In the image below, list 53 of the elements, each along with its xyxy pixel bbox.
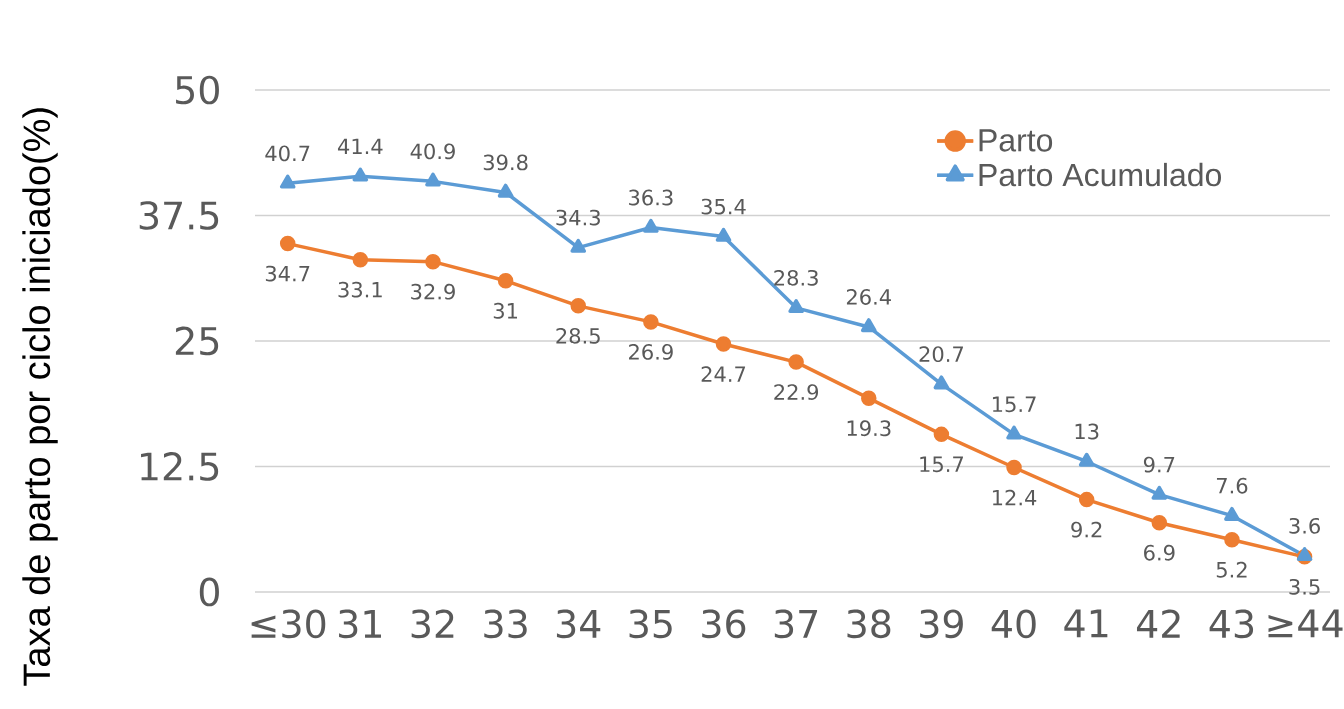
data-label: 24.7 [701, 366, 746, 382]
y-tick-label: 25 [175, 326, 219, 356]
data-label: 15.7 [920, 456, 963, 473]
data-label: 40.7 [265, 145, 310, 162]
x-tick-label: 35 [629, 609, 672, 639]
data-label: 12.4 [992, 489, 1037, 506]
data-label: 34.7 [265, 265, 310, 282]
legend-label: Parto [979, 129, 1053, 152]
data-label: 22.9 [774, 384, 819, 401]
data-label: 28.5 [556, 327, 600, 344]
x-tick-label: 34 [556, 609, 601, 639]
data-label: 35.4 [701, 198, 746, 215]
data-label: 5.2 [1216, 561, 1247, 578]
x-tick-label: 39 [920, 609, 963, 639]
data-label: 13 [1075, 423, 1099, 440]
x-tick-label: 37 [774, 609, 818, 639]
y-tick-label: 0 [199, 577, 219, 607]
x-tick-label: 38 [847, 609, 891, 639]
data-label: 36.3 [629, 189, 673, 206]
data-label: 20.7 [919, 346, 963, 363]
data-label: 19.3 [847, 420, 891, 437]
data-label: 15.7 [992, 396, 1036, 413]
data-label: 33.1 [338, 281, 382, 298]
data-label: 28.3 [774, 269, 818, 286]
x-tick-label: 33 [484, 609, 527, 639]
data-label: 41.4 [337, 138, 383, 154]
legend-label: Parto Acumulado [979, 162, 1222, 187]
data-label: 6.9 [1144, 544, 1175, 561]
data-label: 39.8 [483, 154, 528, 171]
x-tick-label: ≥44 [1268, 609, 1343, 638]
x-tick-label: 42 [1136, 609, 1180, 638]
data-label: 26.4 [846, 288, 891, 305]
x-tick-label: 41 [1064, 609, 1108, 638]
data-label: 32.9 [411, 283, 455, 300]
data-label: 26.9 [629, 343, 673, 360]
data-label: 7.6 [1216, 477, 1248, 494]
x-tick-label: 43 [1209, 609, 1254, 639]
x-tick-label: 40 [991, 609, 1036, 639]
x-tick-label: ≤30 [251, 609, 326, 639]
x-tick-label: 31 [339, 609, 381, 639]
x-tick-label: 36 [702, 609, 746, 639]
data-label: 3.5 [1289, 578, 1320, 595]
y-tick-label: 50 [176, 75, 219, 105]
y-axis-title: Taxa de parto por ciclo iniciado(%) [22, 108, 58, 686]
data-label: 9.2 [1071, 521, 1102, 538]
data-label: 34.3 [556, 209, 600, 226]
data-label: 40.9 [410, 143, 455, 160]
data-label: 3.6 [1289, 517, 1320, 534]
y-tick-label: 12.5 [141, 452, 219, 481]
data-label: 31 [493, 302, 518, 319]
y-tick-label: 37.5 [139, 201, 219, 230]
data-label: 9.7 [1143, 456, 1175, 473]
x-tick-label: 32 [411, 609, 454, 639]
